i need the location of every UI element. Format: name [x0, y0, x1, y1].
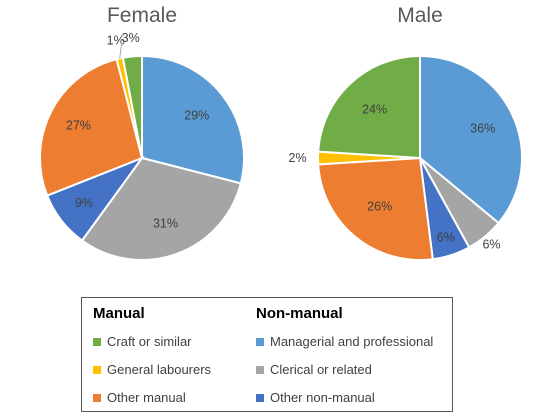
slice-label: 24% — [362, 103, 387, 117]
slice-label: 6% — [482, 238, 500, 252]
legend-item-general-labourers: General labourers — [93, 362, 211, 377]
legend: Manual Non-manual Craft or similar Gener… — [81, 297, 453, 412]
pie-slice — [317, 156, 434, 261]
chart-title: Female — [107, 4, 177, 27]
legend-label: Craft or similar — [107, 334, 192, 349]
slice-label: 1% — [107, 34, 125, 48]
slice-label: 31% — [153, 216, 178, 230]
pie-slice — [121, 54, 143, 159]
legend-swatch — [93, 393, 101, 402]
legend-item-craft: Craft or similar — [93, 334, 192, 349]
slice-label: 29% — [184, 109, 209, 123]
legend-label: Managerial and professional — [270, 334, 434, 349]
slice-label: 26% — [367, 200, 392, 214]
legend-swatch — [93, 365, 101, 374]
legend-item-other-manual: Other manual — [93, 390, 186, 405]
slice-label: 3% — [122, 31, 140, 45]
pie-slice — [317, 54, 421, 160]
pie-male: Male 36% 6% 6% 26% 2% 24% — [289, 4, 523, 261]
pie-slice — [141, 54, 245, 185]
legend-label: Other non-manual — [270, 390, 375, 405]
pie-slice — [80, 156, 243, 261]
legend-item-clerical: Clerical or related — [256, 362, 372, 377]
pie-female: Female 29% 31% 9% 27% 1%3% — [39, 4, 245, 261]
legend-label: Other manual — [107, 390, 186, 405]
slice-label: 2% — [289, 151, 307, 165]
slice-label: 36% — [470, 122, 495, 136]
slice-label: 6% — [437, 231, 455, 245]
leader-line — [119, 42, 123, 59]
legend-swatch — [256, 393, 264, 402]
legend-item-managerial: Managerial and professional — [256, 334, 433, 349]
legend-swatch — [256, 365, 264, 374]
legend-swatch — [256, 337, 264, 346]
legend-item-other-nonmanual: Other non-manual — [256, 390, 375, 405]
legend-label: Clerical or related — [270, 362, 372, 377]
pie-slice — [419, 54, 523, 225]
slice-label: 27% — [66, 119, 91, 133]
legend-label: General labourers — [107, 362, 212, 377]
legend-swatch — [93, 337, 101, 346]
chart-title: Male — [397, 4, 443, 27]
legend-heading-manual: Manual — [93, 305, 145, 322]
pie-slice — [39, 57, 144, 197]
slice-label: 9% — [75, 196, 93, 210]
legend-heading-nonmanual: Non-manual — [256, 305, 343, 322]
